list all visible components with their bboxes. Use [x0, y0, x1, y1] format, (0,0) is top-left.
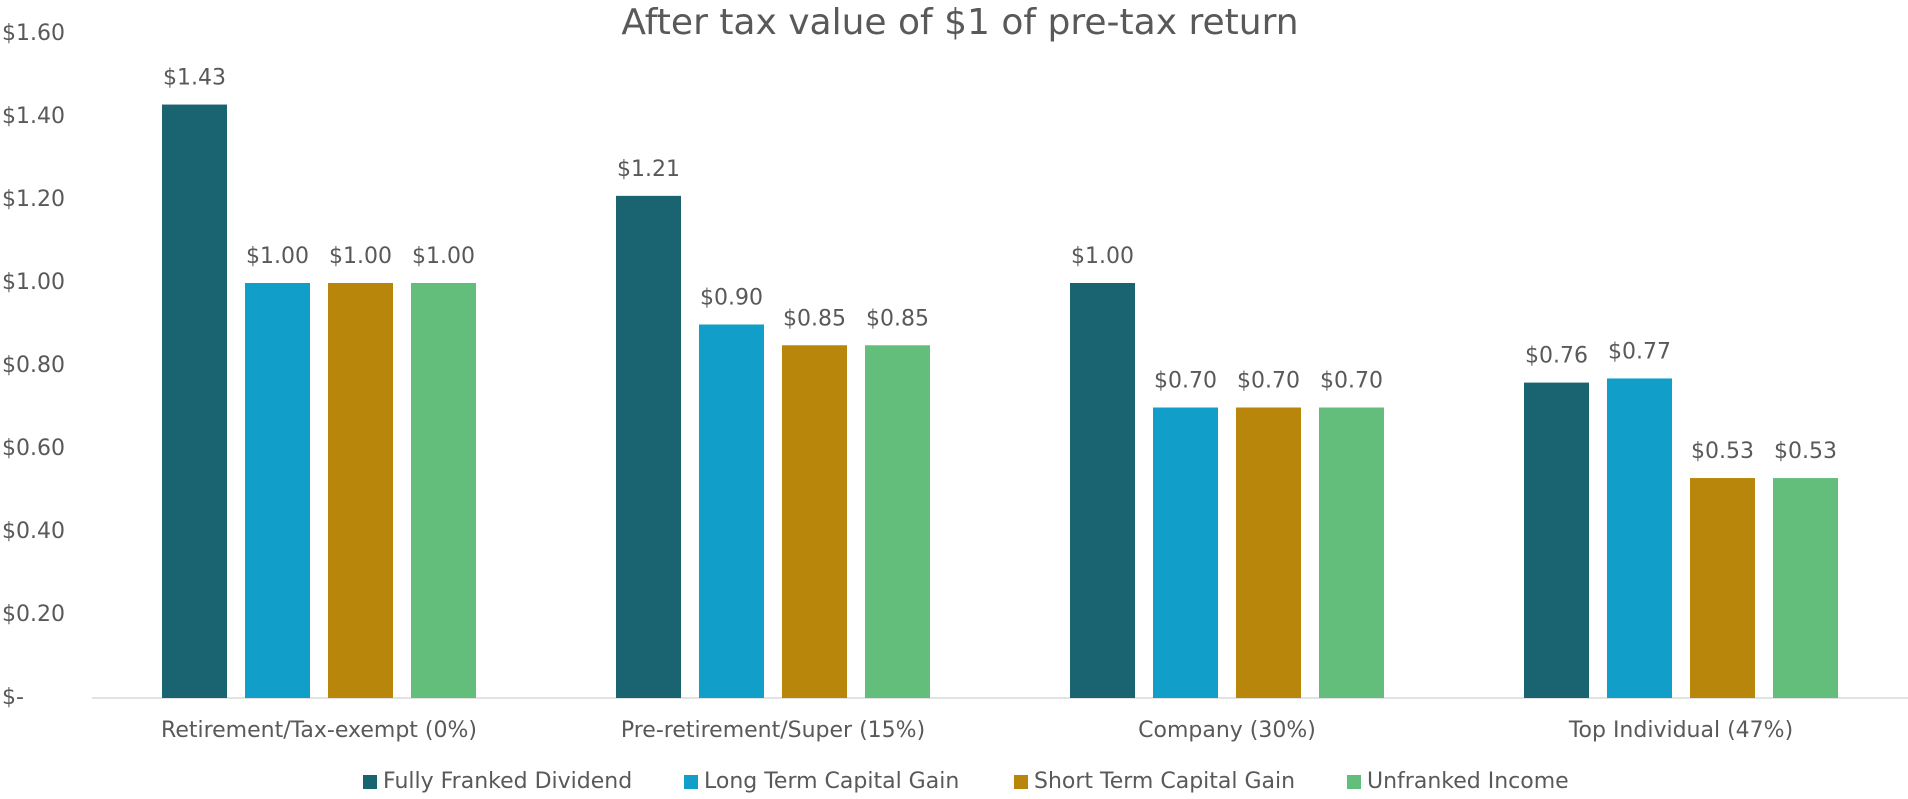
bar — [411, 283, 476, 698]
data-label: $0.53 — [1691, 439, 1754, 464]
bar — [616, 195, 681, 698]
x-tick-label: Retirement/Tax-exempt (0%) — [161, 718, 477, 743]
data-label: $0.90 — [700, 286, 763, 311]
legend-swatch — [684, 775, 698, 789]
y-tick-label: $0.20 — [2, 602, 65, 627]
data-label: $1.00 — [246, 244, 309, 269]
y-tick-label: $1.20 — [2, 187, 65, 212]
data-label: $1.00 — [412, 244, 475, 269]
legend-label: Long Term Capital Gain — [704, 769, 959, 794]
y-tick-label: $1.00 — [2, 270, 65, 295]
bar — [1153, 407, 1218, 698]
data-label: $1.43 — [163, 66, 226, 91]
bar — [245, 283, 310, 698]
data-label: $0.70 — [1237, 369, 1300, 394]
bar — [1319, 407, 1384, 698]
bar — [699, 324, 764, 698]
legend-swatch — [363, 775, 377, 789]
bar — [162, 104, 227, 699]
y-tick-label: $0.60 — [2, 436, 65, 461]
bar — [1070, 283, 1135, 698]
bar — [1236, 407, 1301, 698]
x-tick-label: Pre-retirement/Super (15%) — [621, 718, 925, 743]
y-tick-label: $1.60 — [2, 21, 65, 46]
bar — [1607, 378, 1672, 698]
chart-title: After tax value of $1 of pre-tax return — [621, 2, 1298, 43]
data-label: $1.00 — [329, 244, 392, 269]
bar — [782, 345, 847, 698]
data-label: $0.77 — [1608, 339, 1671, 364]
bar — [1524, 382, 1589, 698]
bar — [1773, 478, 1838, 698]
legend-swatch — [1347, 775, 1361, 789]
data-label: $0.70 — [1320, 369, 1383, 394]
y-tick-label: $0.80 — [2, 353, 65, 378]
x-tick-label: Top Individual (47%) — [1568, 718, 1793, 743]
data-label: $0.85 — [866, 306, 929, 331]
data-label: $0.53 — [1774, 439, 1837, 464]
legend-label: Short Term Capital Gain — [1034, 769, 1295, 794]
data-label: $1.00 — [1071, 244, 1134, 269]
legend-swatch — [1014, 775, 1028, 789]
y-tick-label: $0.40 — [2, 519, 65, 544]
y-tick-label: $- — [2, 685, 24, 710]
data-label: $0.85 — [783, 306, 846, 331]
bar — [865, 345, 930, 698]
data-label: $1.21 — [617, 157, 680, 182]
legend-label: Unfranked Income — [1367, 769, 1569, 794]
bar — [328, 283, 393, 698]
data-label: $0.70 — [1154, 369, 1217, 394]
y-tick-label: $1.40 — [2, 104, 65, 129]
x-tick-label: Company (30%) — [1138, 718, 1316, 743]
legend-label: Fully Franked Dividend — [383, 769, 632, 794]
data-label: $0.76 — [1525, 344, 1588, 369]
bar — [1690, 478, 1755, 698]
